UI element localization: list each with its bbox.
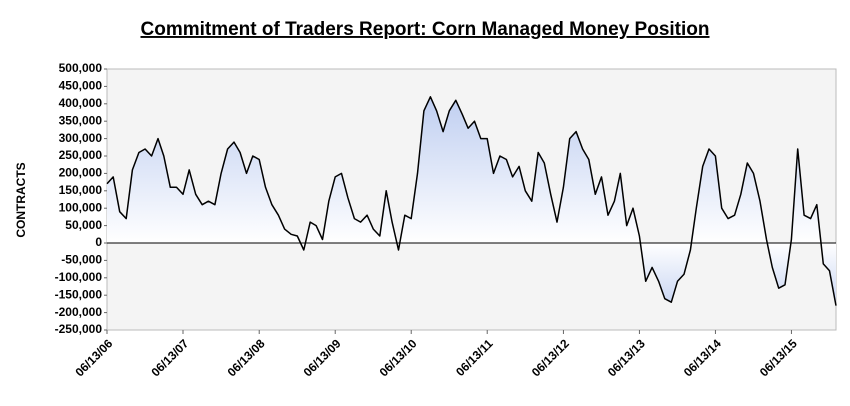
y-tick-label: 350,000 xyxy=(59,113,103,127)
x-tick-label: 06/13/11 xyxy=(453,336,496,379)
y-tick-label: -100,000 xyxy=(55,270,103,284)
y-tick-label: 150,000 xyxy=(59,183,103,197)
y-tick-label: -200,000 xyxy=(55,305,103,319)
y-tick-label: 500,000 xyxy=(59,61,103,75)
x-tick-label: 06/13/14 xyxy=(681,336,724,379)
y-tick-label: -250,000 xyxy=(55,322,103,336)
x-tick-label: 06/13/08 xyxy=(225,336,268,379)
y-tick-label: 450,000 xyxy=(59,79,103,93)
x-tick-label: 06/13/07 xyxy=(148,336,191,379)
y-tick-label: -150,000 xyxy=(55,287,103,301)
y-tick-label: 100,000 xyxy=(59,200,103,214)
y-tick-label: -50,000 xyxy=(61,253,102,267)
data-line xyxy=(106,96,837,306)
y-tick-label: 200,000 xyxy=(59,166,103,180)
x-tick-label: 06/13/15 xyxy=(757,336,800,379)
chart-title: Commitment of Traders Report: Corn Manag… xyxy=(141,19,710,40)
x-tick-label: 06/13/13 xyxy=(605,336,648,379)
x-tick-label: 06/13/10 xyxy=(377,336,420,379)
x-tick-label: 06/13/06 xyxy=(72,336,115,379)
y-tick-label: 50,000 xyxy=(65,218,102,232)
x-tick-label: 06/13/09 xyxy=(301,336,344,379)
x-tick-label: 06/13/12 xyxy=(529,336,572,379)
y-axis-label: CONTRACTS xyxy=(14,162,28,237)
area-fill xyxy=(107,96,836,306)
y-tick-label: 400,000 xyxy=(59,96,103,110)
y-tick-label: 0 xyxy=(95,235,102,249)
y-tick-label: 300,000 xyxy=(59,131,103,145)
y-tick-label: 250,000 xyxy=(59,148,103,162)
